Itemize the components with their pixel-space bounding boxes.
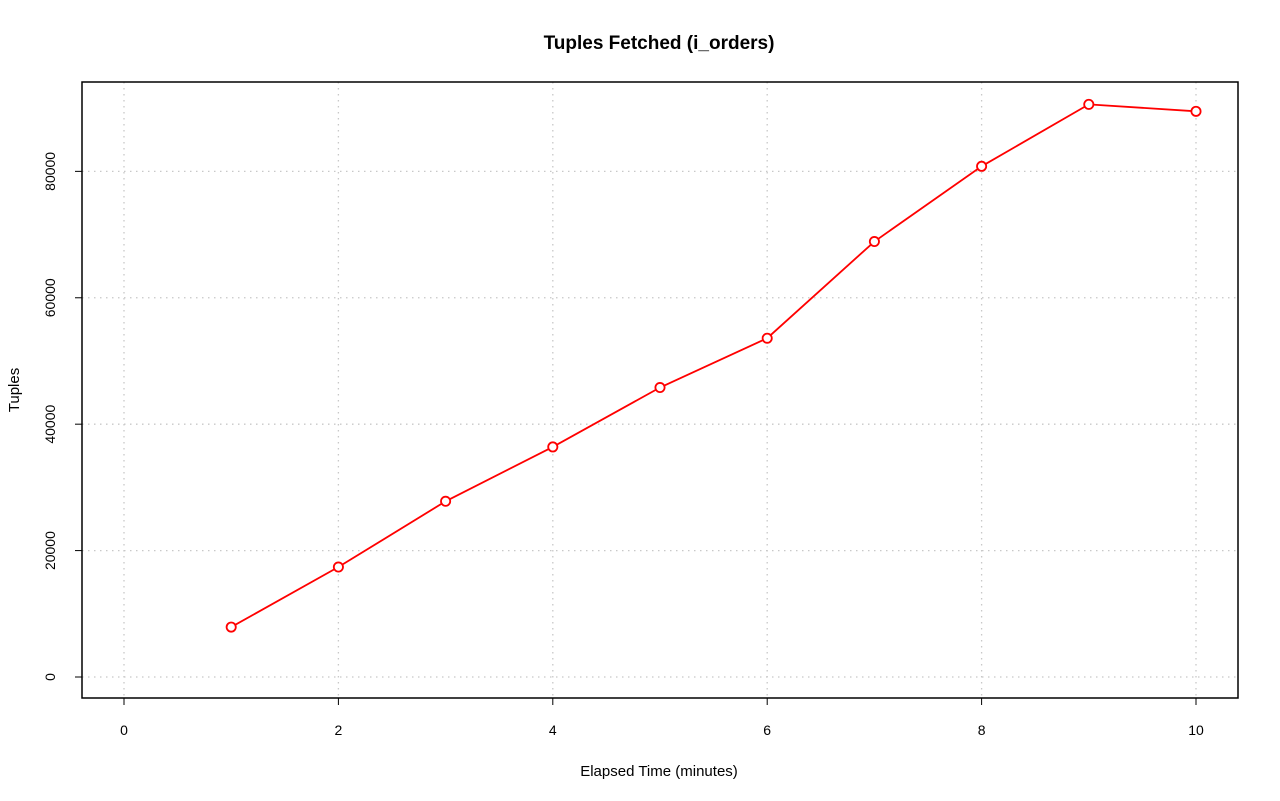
y-tick-label: 80000: [42, 152, 58, 191]
data-point: [761, 332, 773, 344]
data-point: [868, 236, 880, 248]
data-point: [547, 441, 559, 453]
y-tick-label: 60000: [42, 278, 58, 317]
x-axis: 0 2 4 6 8 10: [120, 698, 1204, 738]
x-axis-label: Elapsed Time (minutes): [580, 763, 738, 780]
x-tick-label: 4: [549, 722, 557, 738]
data-point: [1190, 105, 1202, 117]
x-tick-label: 10: [1188, 722, 1204, 738]
series-line: [230, 103, 1197, 628]
grid: [82, 82, 1238, 698]
x-tick-label: 6: [763, 722, 771, 738]
series-layer: [225, 98, 1202, 633]
x-tick-label: 2: [335, 722, 343, 738]
data-point: [440, 495, 452, 507]
data-point: [332, 561, 344, 573]
y-axis: 0 20000 40000 60000 80000: [42, 152, 82, 681]
data-point: [1083, 98, 1095, 110]
data-point: [225, 621, 237, 633]
y-tick-label: 0: [42, 673, 58, 681]
x-tick-label: 8: [978, 722, 986, 738]
y-axis-label: Tuples: [6, 368, 23, 412]
plot-frame: [81, 81, 1239, 699]
x-tick-label: 0: [120, 722, 128, 738]
data-point: [976, 160, 988, 172]
chart-title: Tuples Fetched (i_orders): [544, 33, 775, 54]
y-tick-label: 40000: [42, 405, 58, 444]
y-tick-label: 20000: [42, 531, 58, 570]
data-point: [654, 382, 666, 394]
